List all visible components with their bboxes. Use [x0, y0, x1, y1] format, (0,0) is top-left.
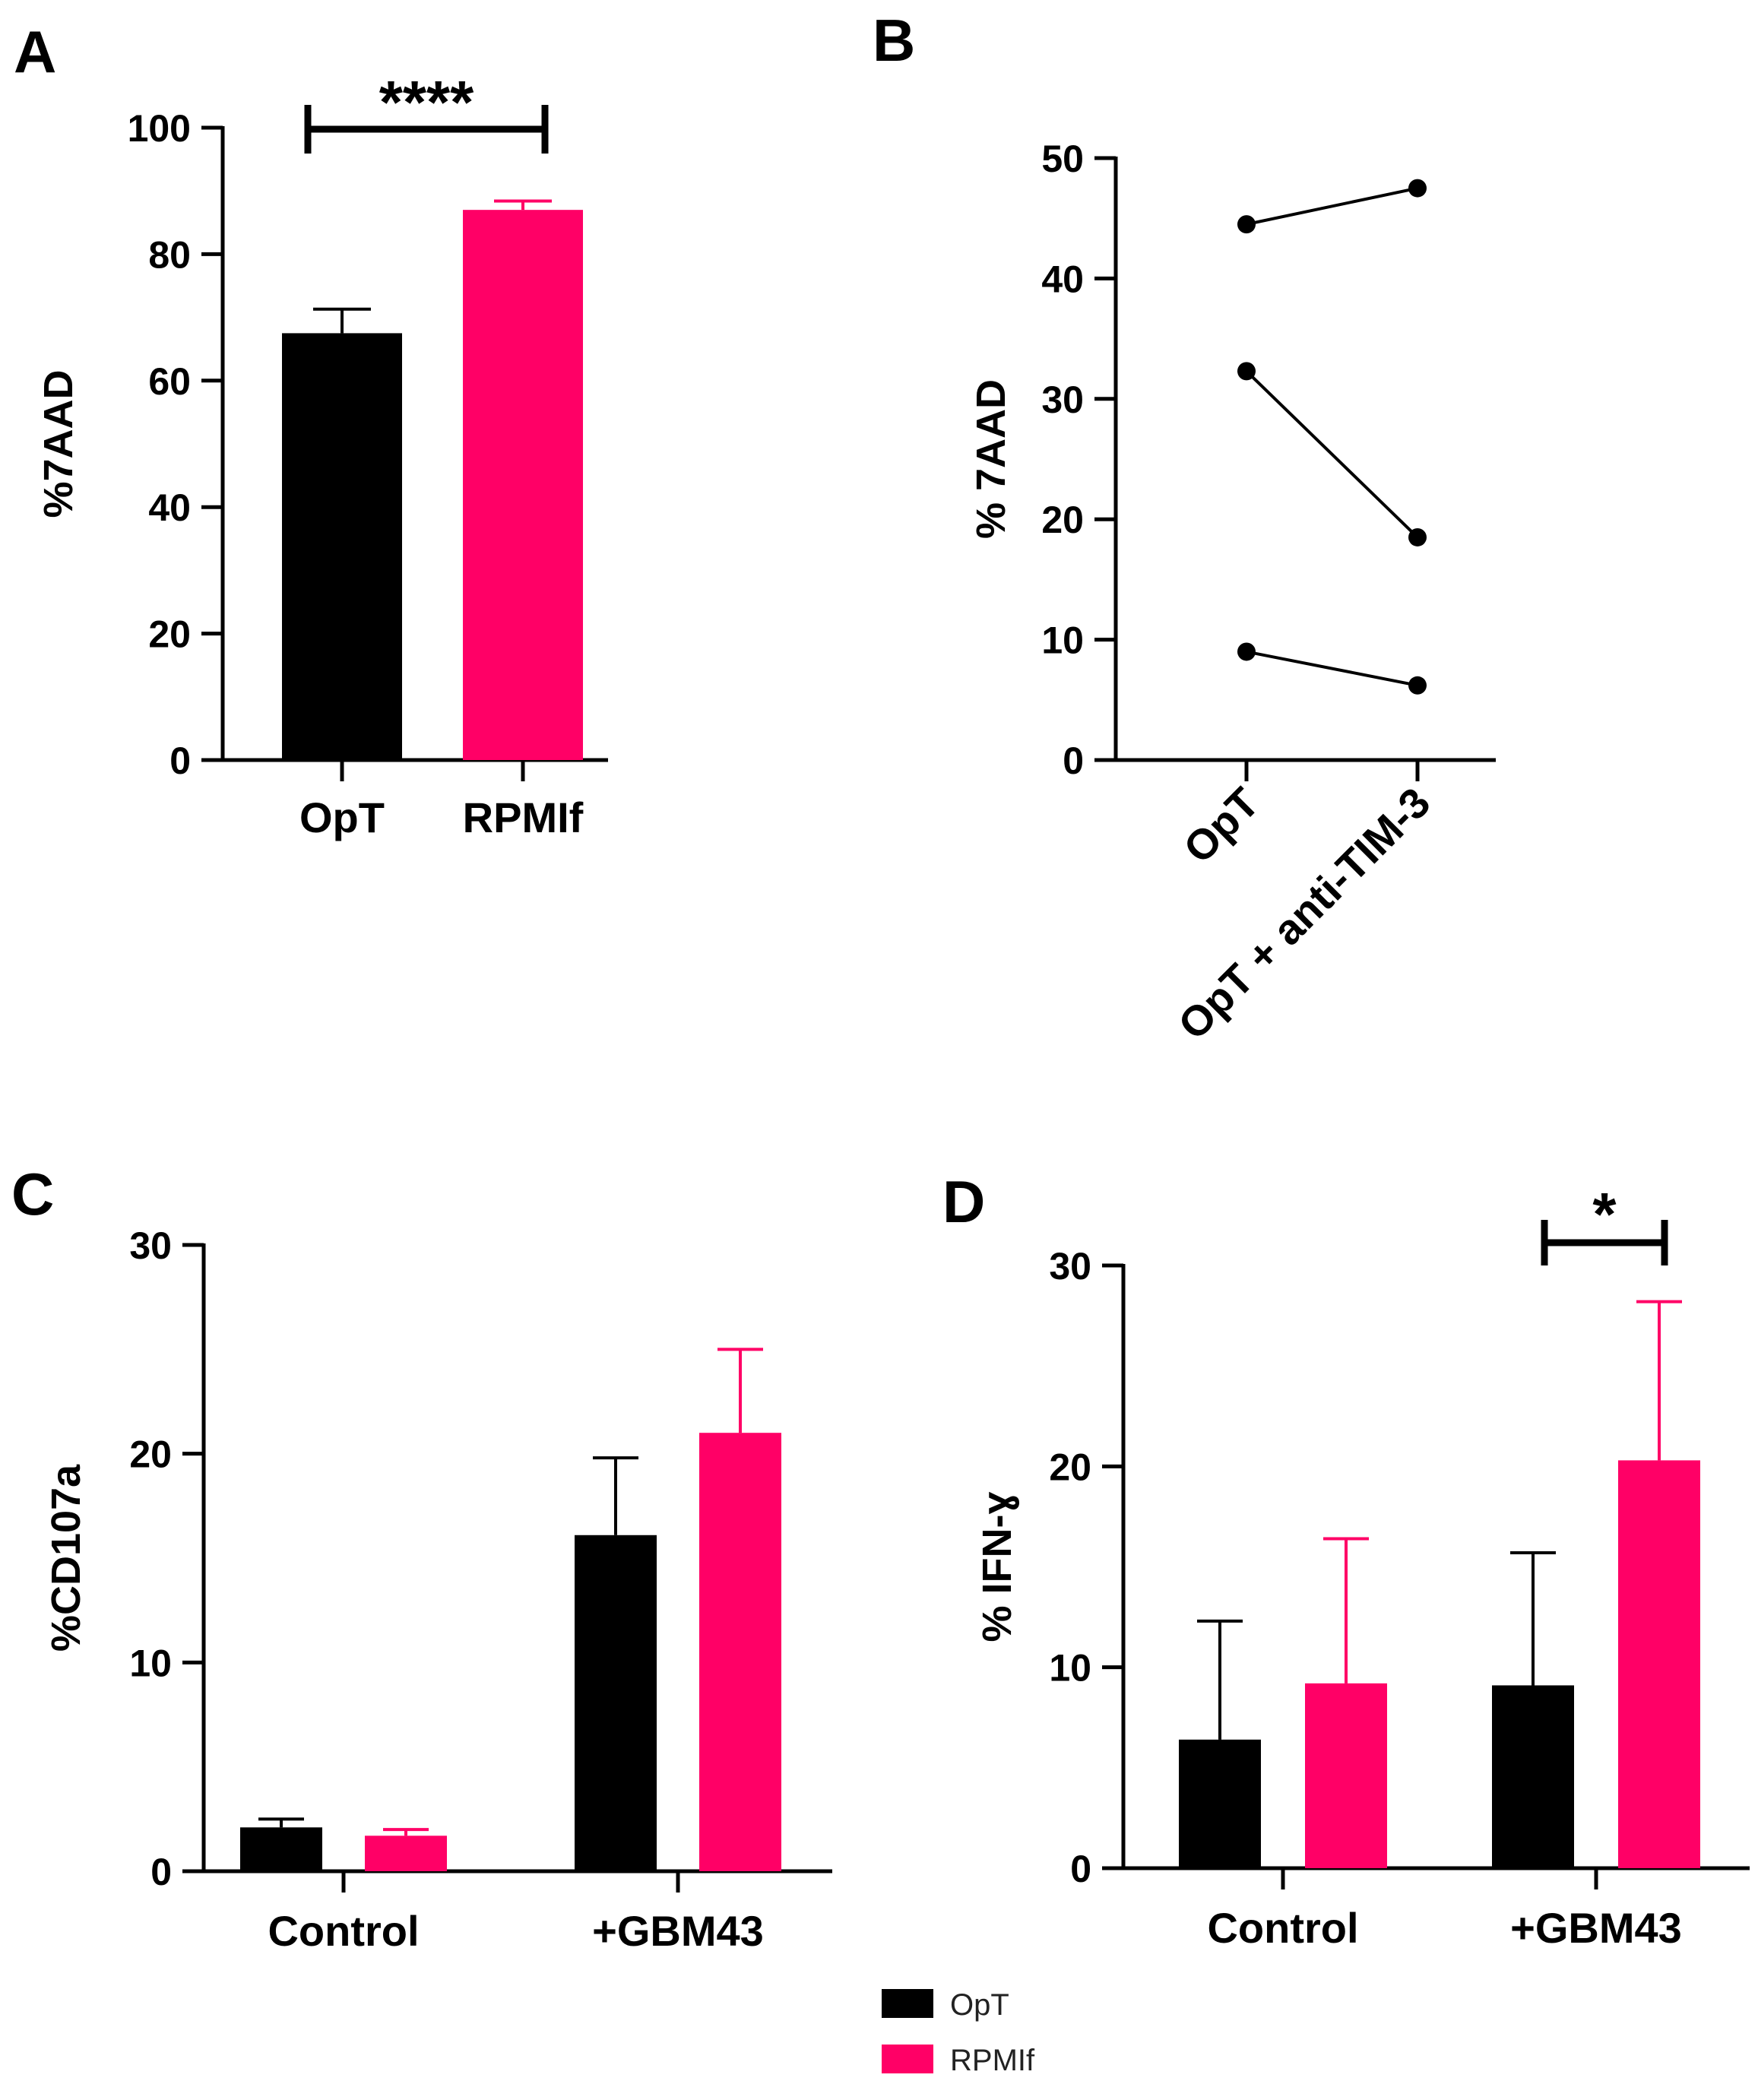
bar-c-1-1	[699, 1433, 781, 1871]
panel-letter-d: D	[942, 1168, 985, 1235]
point-b-2-1	[1408, 676, 1427, 695]
y-tick-label-d-2: 20	[1049, 1446, 1091, 1488]
x-tick-label-c-1: +GBM43	[592, 1907, 764, 1955]
y-tick-label-b-5: 50	[1041, 138, 1084, 180]
panel-d-chart: 0 10 20 30 % IFN-ɣ Control +GBM43 *	[974, 1180, 1750, 1952]
y-axis-label-d: % IFN-ɣ	[974, 1491, 1020, 1642]
point-b-0-1	[1408, 179, 1427, 198]
bar-d-1-0	[1305, 1683, 1387, 1868]
y-tick-label-a-0: 0	[169, 740, 191, 782]
x-tick-label-b-0: OpT	[1174, 778, 1269, 873]
y-tick-label-b-1: 10	[1041, 619, 1084, 662]
y-tick-label-a-4: 80	[148, 233, 191, 276]
bar-d-1-1	[1618, 1460, 1700, 1868]
panel-letter-a: A	[14, 18, 56, 85]
panel-letter-c: C	[11, 1161, 54, 1227]
significance-label-a: ****	[379, 68, 474, 136]
y-tick-label-a-1: 20	[148, 613, 191, 656]
y-tick-label-c-1: 10	[129, 1642, 172, 1684]
bar-a-0	[282, 333, 402, 760]
bar-c-0-1	[575, 1535, 657, 1871]
panel-a-chart: 0 20 40 60 80 100 %7AAD OpT RPMIf ****	[36, 68, 608, 841]
bar-c-1-0	[365, 1836, 447, 1871]
y-tick-label-d-3: 30	[1049, 1245, 1091, 1288]
y-tick-label-c-0: 0	[150, 1851, 172, 1893]
x-tick-label-d-0: Control	[1207, 1904, 1358, 1952]
legend-swatch-rpmif	[882, 2045, 933, 2073]
point-b-1-0	[1237, 362, 1256, 381]
y-tick-label-c-2: 20	[129, 1433, 172, 1476]
bar-c-0-0	[240, 1827, 322, 1871]
significance-label-d: *	[1592, 1180, 1617, 1248]
x-tick-label-d-1: +GBM43	[1510, 1904, 1682, 1952]
y-tick-label-b-3: 30	[1041, 379, 1084, 421]
y-tick-label-d-0: 0	[1070, 1848, 1091, 1890]
series-line-b-1	[1245, 369, 1419, 539]
legend-swatch-opt	[882, 1989, 933, 2018]
y-tick-label-a-5: 100	[128, 107, 191, 150]
series-line-b-0	[1246, 186, 1418, 226]
bar-d-0-1	[1492, 1685, 1574, 1868]
y-tick-label-b-0: 0	[1063, 740, 1084, 782]
y-tick-label-c-3: 30	[129, 1224, 172, 1267]
y-tick-label-a-3: 60	[148, 360, 191, 403]
legend-label-opt: OpT	[950, 1988, 1009, 2022]
point-b-2-0	[1237, 642, 1256, 661]
y-axis-label-a: %7AAD	[36, 369, 81, 518]
point-b-1-1	[1408, 527, 1427, 546]
y-tick-label-b-4: 40	[1041, 258, 1084, 300]
legend: OpT RPMIf	[882, 1988, 1035, 2077]
x-tick-label-c-0: Control	[268, 1907, 419, 1955]
panel-letter-b: B	[873, 7, 915, 74]
y-tick-label-a-2: 40	[148, 486, 191, 529]
panel-c-chart: 0 10 20 30 %CD107a Control +GBM43	[43, 1224, 832, 1955]
x-tick-label-a-0: OpT	[299, 793, 385, 841]
series-line-b-2	[1246, 650, 1418, 687]
bar-a-1	[463, 210, 583, 760]
y-tick-label-b-2: 20	[1041, 499, 1084, 541]
bar-d-0-0	[1179, 1739, 1261, 1868]
legend-label-rpmif: RPMIf	[950, 2044, 1035, 2077]
y-tick-label-d-1: 10	[1049, 1647, 1091, 1690]
y-axis-label-b: % 7AAD	[968, 379, 1014, 539]
point-b-0-0	[1237, 215, 1256, 234]
y-axis-label-c: %CD107a	[43, 1464, 89, 1652]
x-tick-label-a-1: RPMIf	[463, 793, 584, 841]
